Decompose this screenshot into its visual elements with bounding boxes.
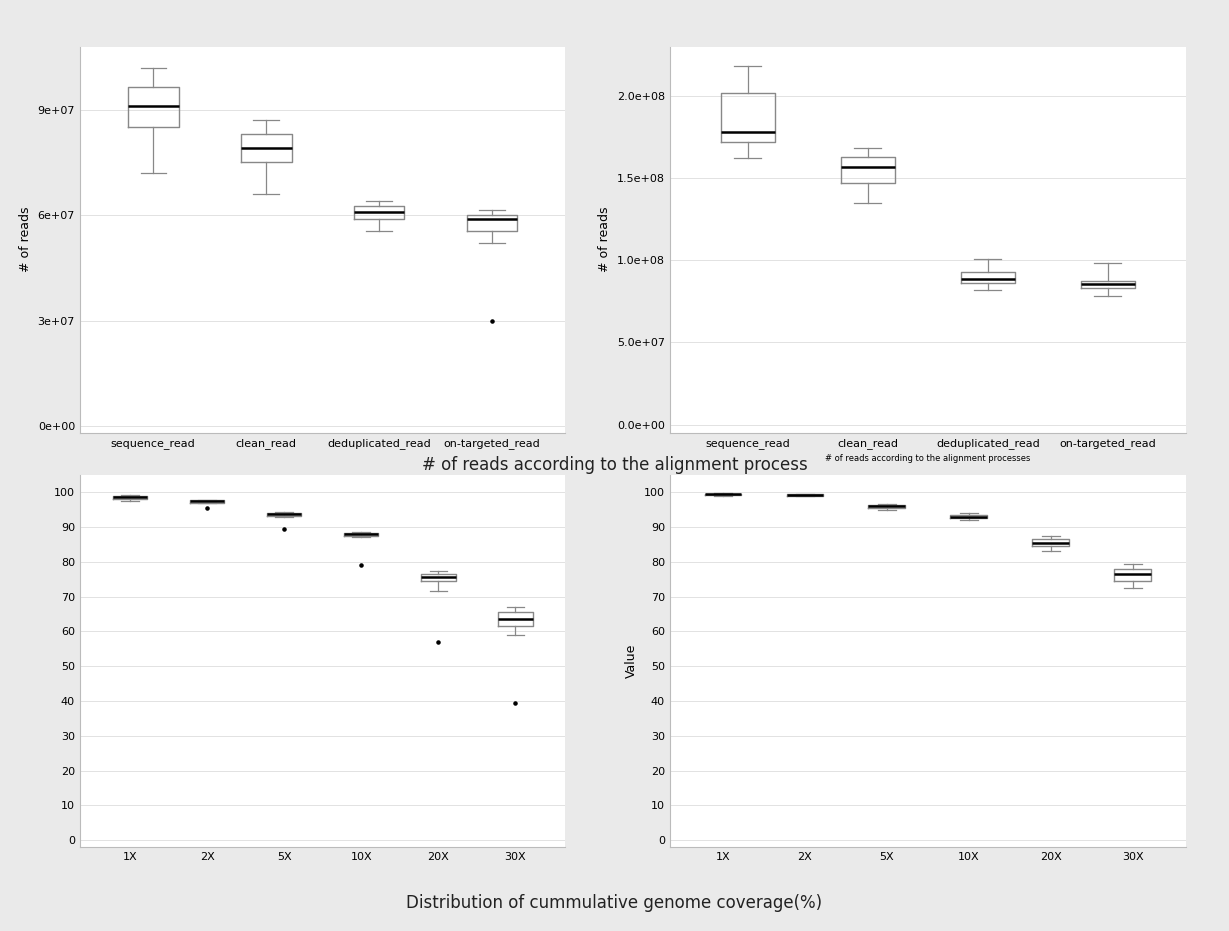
Y-axis label: # of reads: # of reads [599, 207, 611, 273]
Text: Distribution of cummulative genome coverage(%): Distribution of cummulative genome cover… [407, 894, 822, 912]
Text: # of reads according to the alignment process: # of reads according to the alignment pr… [422, 456, 807, 475]
X-axis label: # of reads according to the alignment processes: # of reads according to the alignment pr… [825, 454, 1031, 464]
Y-axis label: Value: Value [626, 644, 638, 678]
Y-axis label: # of reads: # of reads [18, 207, 32, 273]
